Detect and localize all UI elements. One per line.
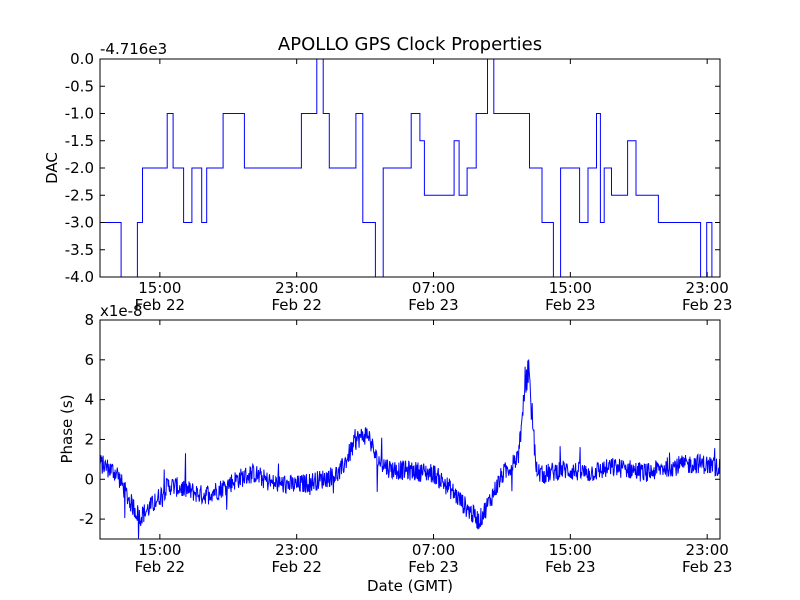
- dac-xtick-time: 23:00: [686, 279, 729, 297]
- dac-series-line: [100, 59, 720, 277]
- dac-xtick-time: 07:00: [412, 279, 455, 297]
- chart-title: APOLLO GPS Clock Properties: [278, 34, 542, 55]
- phase-offset-text: x1e-8: [100, 302, 143, 320]
- phase-xtick-date: Feb 22: [271, 558, 321, 576]
- phase-series-line: [99, 359, 721, 539]
- phase-ytick-label: 0: [84, 470, 94, 488]
- dac-xtick-date: Feb 23: [408, 296, 458, 314]
- dac-xtick-time: 15:00: [138, 279, 181, 297]
- dac-xtick-date: Feb 22: [271, 296, 321, 314]
- dac-ytick-label: -2.5: [65, 186, 94, 204]
- dac-ytick-label: 0.0: [70, 50, 94, 68]
- phase-xtick-time: 23:00: [686, 541, 729, 559]
- phase-y-axis-label: Phase (s): [58, 394, 76, 463]
- phase-ytick-label: 2: [84, 430, 94, 448]
- phase-xtick-time: 15:00: [549, 541, 592, 559]
- dac-ytick-label: -4.0: [65, 268, 94, 286]
- dac-ytick-label: -0.5: [65, 77, 94, 95]
- phase-xtick-date: Feb 23: [545, 558, 595, 576]
- dac-xtick-date: Feb 23: [682, 296, 732, 314]
- dac-xtick-date: Feb 22: [135, 296, 185, 314]
- phase-xtick-date: Feb 22: [135, 558, 185, 576]
- dac-ytick-label: -3.5: [65, 241, 94, 259]
- dac-ytick-label: -1.5: [65, 132, 94, 150]
- phase-xtick-time: 23:00: [275, 541, 318, 559]
- dac-xtick-time: 23:00: [275, 279, 318, 297]
- phase-ytick-label: 6: [84, 351, 94, 369]
- phase-x-axis-label: Date (GMT): [367, 577, 453, 595]
- phase-plot-frame: [99, 319, 721, 540]
- dac-ytick-label: -1.0: [65, 105, 94, 123]
- dac-panel: APOLLO GPS Clock Properties -4.716e3 DAC…: [43, 34, 732, 314]
- dac-offset-text: -4.716e3: [100, 40, 167, 58]
- dac-ytick-label: -3.0: [65, 214, 94, 232]
- phase-y-ticks: 8 6 4 2 0 -2: [79, 311, 720, 528]
- phase-ytick-label: 8: [84, 311, 94, 329]
- phase-ytick-label: -2: [79, 510, 94, 528]
- dac-y-ticks: 0.0 -0.5 -1.0 -1.5 -2.0 -2.5 -3.0 -3.5 -4.0: [65, 50, 720, 286]
- dac-xtick-time: 15:00: [549, 279, 592, 297]
- phase-ytick-label: 4: [84, 391, 94, 409]
- phase-xtick-time: 07:00: [412, 541, 455, 559]
- dac-ytick-label: -2.0: [65, 159, 94, 177]
- phase-xtick-time: 15:00: [138, 541, 181, 559]
- dac-series-group: [100, 59, 720, 277]
- phase-xtick-date: Feb 23: [408, 558, 458, 576]
- phase-series-group: [99, 359, 721, 539]
- phase-xtick-date: Feb 23: [682, 558, 732, 576]
- phase-panel: x1e-8 Phase (s) Date (GMT) 8 6 4 2 0 -2 15:00…: [58, 302, 732, 595]
- dac-y-axis-label: DAC: [43, 152, 61, 184]
- dac-xtick-date: Feb 23: [545, 296, 595, 314]
